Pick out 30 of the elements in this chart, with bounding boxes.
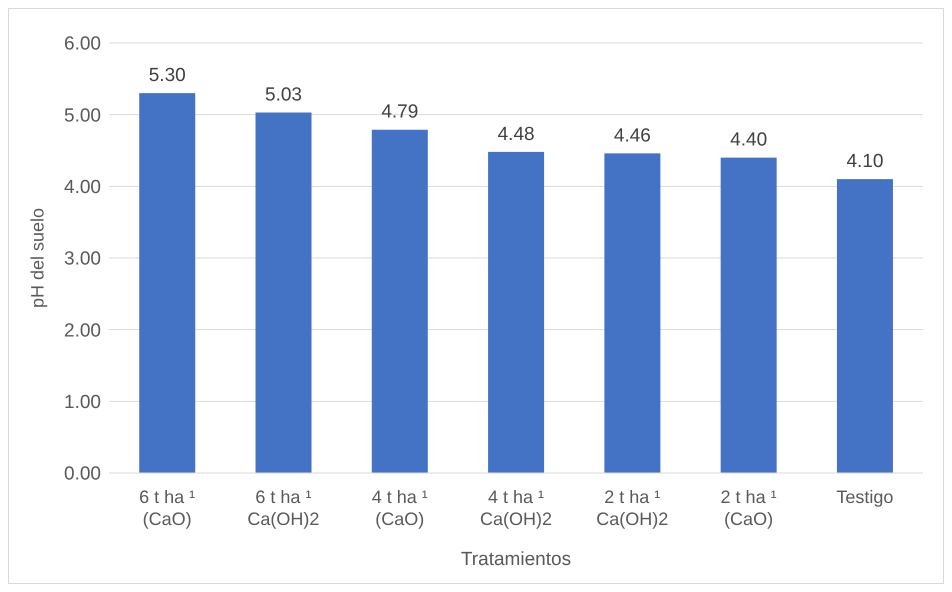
y-tick-label: 1.00 xyxy=(64,392,101,414)
x-tick-label: 6 t ha ¹ Ca(OH)2 xyxy=(247,487,320,529)
data-label: 5.30 xyxy=(148,65,186,86)
data-label: 4.79 xyxy=(381,102,418,123)
bar xyxy=(604,153,660,473)
x-tick-label: 2 t ha ¹ (CaO) xyxy=(720,487,777,529)
data-label: 5.03 xyxy=(265,84,302,106)
data-label: 4.48 xyxy=(498,124,535,145)
data-label: 4.40 xyxy=(730,130,768,151)
bar xyxy=(372,130,428,473)
y-tick-label: 0.00 xyxy=(64,464,101,485)
x-tick-label: 4 t ha ¹ Ca(OH)2 xyxy=(480,487,552,529)
bar xyxy=(256,112,312,473)
x-tick-label: Testigo xyxy=(836,487,894,507)
y-axis-title: pH del suelo xyxy=(27,208,48,308)
data-label: 4.10 xyxy=(846,151,884,172)
x-tick-label: 6 t ha ¹ (CaO) xyxy=(139,487,196,529)
bar xyxy=(139,93,196,473)
y-tick-label: 6.00 xyxy=(64,34,101,55)
x-tick-label: 4 t ha ¹ (CaO) xyxy=(372,487,428,529)
bar xyxy=(488,152,544,473)
y-tick-label: 5.00 xyxy=(64,105,101,126)
x-axis-title: Tratamientos xyxy=(460,549,572,570)
x-tick-label: 2 t ha ¹ Ca(OH)2 xyxy=(596,487,668,529)
bar xyxy=(720,158,777,473)
y-tick-label: 2.00 xyxy=(64,320,101,342)
y-tick-label: 4.00 xyxy=(64,177,101,198)
data-label: 4.46 xyxy=(614,125,651,146)
bar xyxy=(836,179,893,473)
y-tick-label: 3.00 xyxy=(64,248,101,270)
